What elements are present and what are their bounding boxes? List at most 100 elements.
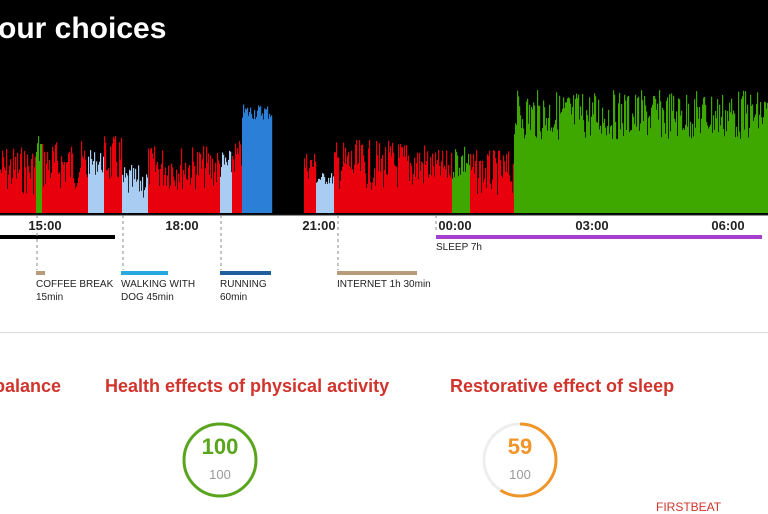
level-bar (473, 154, 475, 213)
level-bar (658, 119, 660, 213)
level-bar (598, 99, 600, 213)
level-bar (493, 150, 495, 213)
level-bar (453, 171, 455, 213)
level-bar (749, 127, 751, 213)
level-bar (307, 171, 309, 213)
level-bar (262, 113, 264, 213)
level-bar (697, 107, 699, 213)
level-bar (82, 156, 84, 213)
level-bar (329, 183, 331, 213)
level-bar (509, 175, 511, 213)
level-bar (573, 95, 575, 213)
sleep-gauge: 59 100 (481, 421, 559, 499)
level-bar (756, 103, 758, 213)
level-bar (212, 158, 214, 213)
level-bar (656, 109, 658, 213)
level-bar (566, 102, 568, 213)
level-bar (170, 184, 172, 213)
level-bar (56, 142, 58, 213)
level-bar (111, 176, 113, 213)
level-bar (524, 138, 526, 213)
level-bar (178, 173, 180, 213)
level-bar (117, 176, 119, 213)
level-bar (472, 167, 474, 213)
level-bar (659, 90, 661, 213)
level-bar (542, 128, 544, 213)
level-bar (645, 105, 647, 213)
level-bar (580, 106, 582, 213)
level-bar (127, 175, 129, 213)
level-bar (529, 104, 531, 213)
level-bar (363, 155, 365, 213)
level-bar (138, 165, 140, 213)
level-bar (248, 115, 250, 213)
level-bar (498, 150, 500, 213)
level-bar (312, 166, 314, 213)
level-bar (511, 181, 513, 213)
level-bar (731, 98, 733, 213)
level-bar (385, 147, 387, 213)
level-bar (554, 124, 556, 213)
level-bar (687, 126, 689, 213)
level-bar (387, 175, 389, 213)
level-bar (148, 148, 150, 213)
level-bar (490, 183, 492, 213)
level-bar (471, 170, 473, 213)
level-bar (223, 154, 225, 213)
level-bar (565, 102, 567, 213)
level-bar (703, 97, 705, 213)
level-bar (726, 131, 728, 213)
level-bar (169, 188, 171, 213)
level-bar (704, 97, 706, 213)
level-bar (701, 118, 703, 213)
level-bar (87, 176, 89, 213)
level-bar (510, 181, 512, 213)
level-bar (618, 103, 620, 213)
level-bar (36, 151, 38, 213)
level-bar (14, 169, 16, 213)
level-bar (224, 164, 226, 213)
level-bar (713, 115, 715, 213)
level-bar (346, 164, 348, 213)
level-bar (389, 152, 391, 213)
level-bar (459, 167, 461, 213)
level-bar (341, 170, 343, 213)
level-bar (588, 121, 590, 213)
level-bar (422, 163, 424, 213)
level-bar (29, 172, 31, 213)
level-bar (240, 144, 242, 213)
level-bar (41, 144, 43, 213)
level-bar (206, 146, 208, 213)
level-bar (8, 174, 10, 213)
level-bar (350, 168, 352, 213)
level-bar (745, 91, 747, 213)
level-bar (18, 173, 20, 213)
level-bar (563, 97, 565, 213)
level-bar (263, 119, 265, 213)
level-bar (555, 119, 557, 213)
level-bar (578, 94, 580, 213)
level-bar (673, 95, 675, 213)
level-bar (213, 185, 215, 213)
level-bar (13, 148, 15, 213)
level-bar (145, 187, 147, 213)
level-bar (86, 174, 88, 213)
level-bar (96, 161, 98, 213)
level-bar (5, 170, 7, 213)
level-bar (723, 128, 725, 213)
level-bar (670, 131, 672, 213)
level-bar (40, 144, 42, 213)
level-bar (682, 130, 684, 213)
level-bar (177, 189, 179, 213)
level-bar (450, 176, 452, 213)
level-bar (702, 104, 704, 213)
level-bar (458, 176, 460, 213)
level-bar (570, 103, 572, 213)
level-bar (680, 115, 682, 213)
level-bar (475, 160, 477, 213)
level-bar (264, 108, 266, 213)
level-bar (627, 96, 629, 213)
level-bar (614, 94, 616, 213)
level-bar (244, 112, 246, 213)
activity-bar-walking (121, 271, 168, 275)
